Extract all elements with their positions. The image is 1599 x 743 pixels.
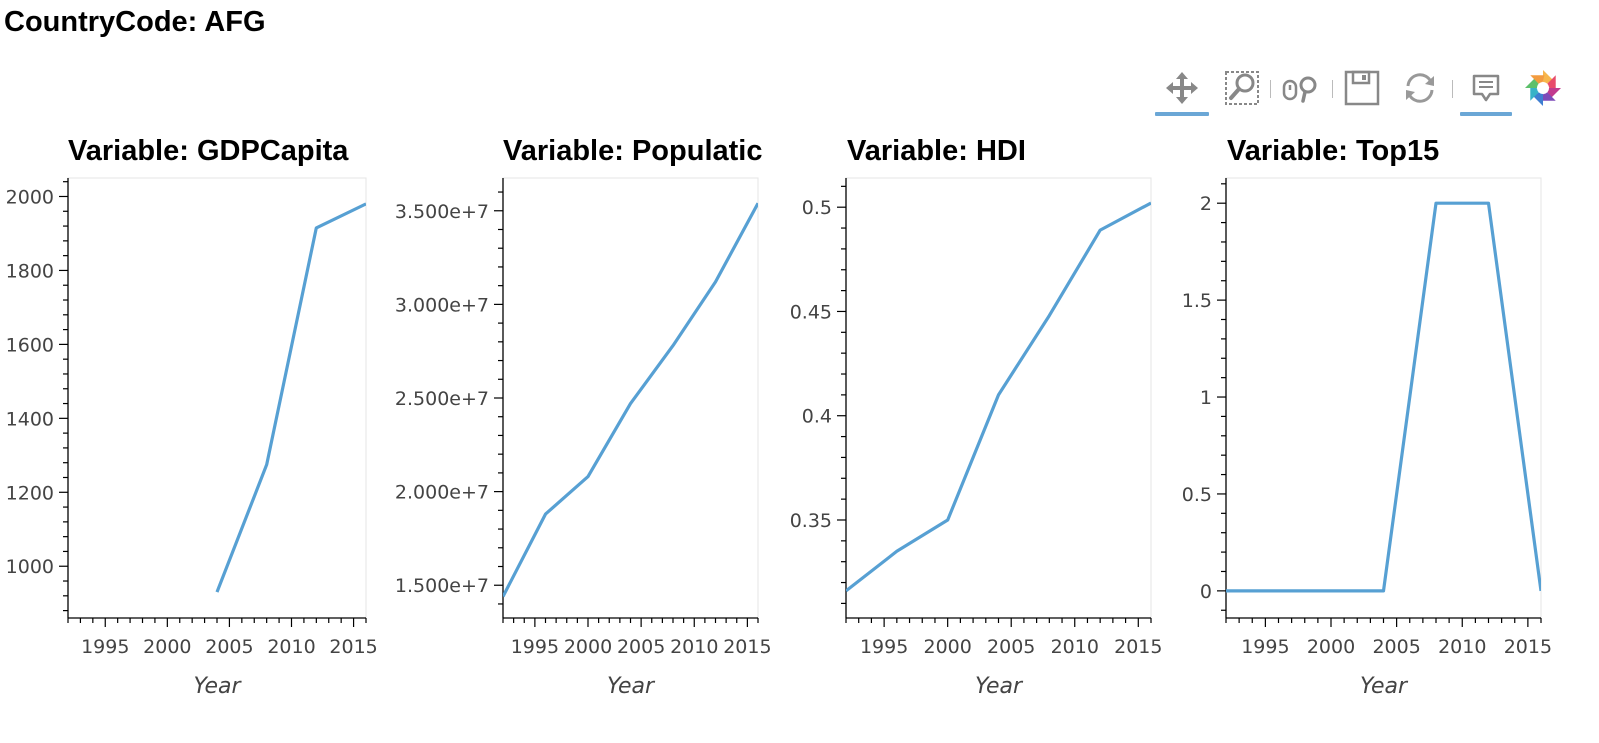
page-title: CountryCode: AFG [4, 6, 266, 38]
y-tick-label: 1.500e+7 [395, 575, 489, 597]
x-tick-label: 2015 [329, 636, 377, 658]
chart-title: Variable: Top15 [1227, 135, 1439, 167]
x-tick-label: 2010 [267, 636, 315, 658]
box-zoom-icon [1225, 71, 1259, 105]
chart-panel-1[interactable]: Variable: GDPCapita 1995 2000 2005 2010 2015 1… [6, 135, 378, 699]
y-tick-label: 0 [1200, 581, 1212, 603]
x-tick-label: 2000 [564, 636, 612, 658]
x-axis-label: Year [1360, 674, 1409, 699]
chart-panel-2[interactable]: Variable: Populatic 1995 2000 2005 2010 2015 1… [395, 135, 772, 699]
x-tick-label: 2010 [1438, 636, 1486, 658]
y-tick-label: 1 [1200, 387, 1212, 409]
hover-icon [1472, 74, 1500, 102]
y-tick-label: 1200 [6, 482, 54, 504]
x-tick-label: 1995 [1241, 636, 1289, 658]
x-axis-label: Year [975, 674, 1024, 699]
x-tick-label: 2000 [923, 636, 971, 658]
y-tick-label: 0.35 [790, 510, 832, 532]
pan-tool[interactable] [1153, 60, 1211, 116]
plot-frame [67, 177, 367, 619]
y-tick-label: 2 [1200, 193, 1212, 215]
y-tick-label: 1800 [6, 260, 54, 282]
x-tick-label: 2005 [987, 636, 1035, 658]
x-tick-label: 2010 [670, 636, 718, 658]
x-tick-label: 2000 [143, 636, 191, 658]
chart-panel-3[interactable]: Variable: HDI 1995 2000 2005 2010 2015 0.35 0.4… [790, 135, 1163, 699]
x-tick-label: 1995 [860, 636, 908, 658]
box-zoom-tool[interactable] [1220, 60, 1264, 116]
y-tick-label: 2.000e+7 [395, 482, 489, 504]
x-tick-label: 2005 [205, 636, 253, 658]
x-tick-label: 1995 [81, 636, 129, 658]
series-line[interactable] [1226, 201, 1541, 593]
chart-panel-4[interactable]: Variable: Top15 1995 2000 2005 2010 2015 0 0.5 1… [1182, 135, 1552, 699]
reset-tool[interactable] [1398, 60, 1442, 116]
plot-frame [502, 177, 759, 619]
series-line[interactable] [503, 202, 758, 598]
plot-toolbar [1150, 60, 1570, 120]
y-tick-label: 0.4 [802, 406, 832, 428]
y-tick-label: 0.45 [790, 301, 832, 323]
y-tick-label: 2.500e+7 [395, 388, 489, 410]
x-tick-label: 2015 [1504, 636, 1552, 658]
move-icon [1166, 72, 1198, 104]
chart-title: Variable: HDI [847, 135, 1026, 167]
wheel-zoom-tool[interactable] [1278, 60, 1322, 116]
x-tick-label: 2015 [723, 636, 771, 658]
reset-icon [1406, 73, 1434, 103]
series-line[interactable] [215, 202, 366, 593]
x-tick-label: 1995 [511, 636, 559, 658]
bokeh-logo[interactable] [1518, 60, 1568, 116]
wheel-zoom-icon [1282, 76, 1317, 103]
y-tick-label: 0.5 [802, 197, 832, 219]
y-tick-label: 0.5 [1182, 484, 1212, 506]
y-tick-label: 1.5 [1182, 290, 1212, 312]
x-tick-label: 2000 [1307, 636, 1355, 658]
hover-tool[interactable] [1458, 60, 1514, 116]
save-icon [1344, 70, 1380, 106]
x-tick-label: 2015 [1114, 636, 1162, 658]
x-tick-label: 2005 [617, 636, 665, 658]
x-tick-label: 2005 [1372, 636, 1420, 658]
y-tick-label: 1400 [6, 408, 54, 430]
x-tick-label: 2010 [1051, 636, 1099, 658]
x-axis-label: Year [193, 674, 242, 699]
x-axis-label: Year [607, 674, 656, 699]
series-line[interactable] [846, 201, 1151, 593]
y-tick-label: 2000 [6, 186, 54, 208]
y-tick-label: 1000 [6, 556, 54, 578]
bokeh-logo-icon [1525, 70, 1561, 106]
chart-title: Variable: Populatic [503, 135, 762, 167]
y-tick-label: 1600 [6, 334, 54, 356]
y-tick-label: 3.500e+7 [395, 201, 489, 223]
save-tool[interactable] [1340, 60, 1384, 116]
y-tick-label: 3.000e+7 [395, 294, 489, 316]
chart-title: Variable: GDPCapita [68, 135, 349, 167]
